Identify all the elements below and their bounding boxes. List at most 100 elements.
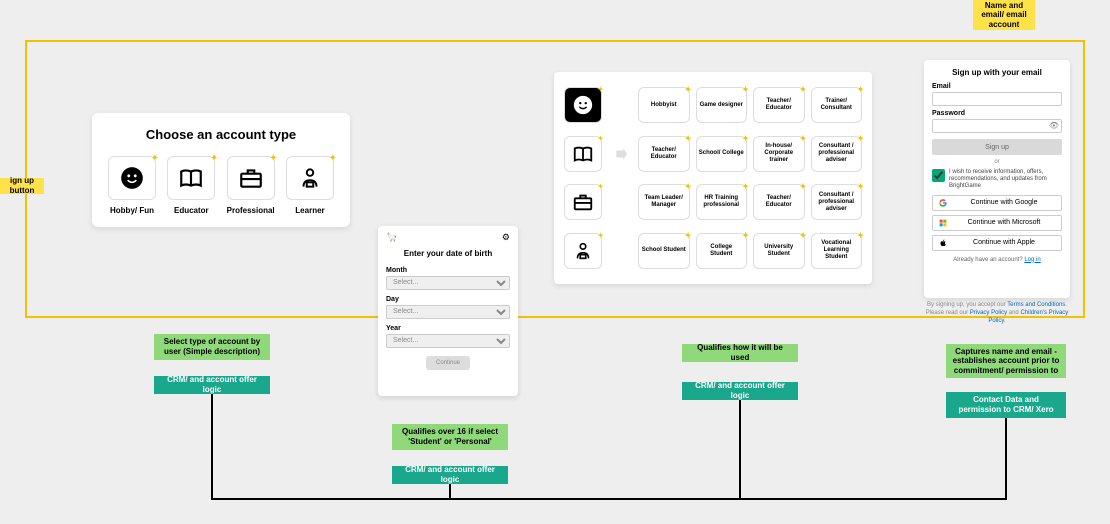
sparkle-icon: ✦ (742, 231, 749, 240)
google-icon (939, 199, 947, 207)
ann-2b: CRM/ and account offer logic (392, 466, 508, 484)
dob-fields: MonthSelect...DaySelect...YearSelect... (386, 267, 510, 348)
ann-4b: Contact Data and permission to CRM/ Xero (946, 392, 1066, 418)
arrow-icon (614, 98, 628, 112)
sparkle-icon: ✦ (685, 231, 692, 240)
signup-footer: By signing up, you accept our Terms and … (924, 302, 1070, 325)
consent-checkbox[interactable] (932, 169, 945, 182)
account-type-panel: Choose an account type ✦Hobby/ Fun✦Educa… (92, 113, 350, 227)
note-name-email: Name and email/ email account (973, 0, 1035, 30)
continue-button[interactable]: Continue (426, 356, 470, 370)
sparkle-icon: ✦ (742, 182, 749, 191)
sparkle-icon: ✦ (685, 134, 692, 143)
account-option-0[interactable]: ✦Hobby/ Fun (104, 156, 160, 215)
consent-text: I wish to receive information, offers, r… (949, 169, 1062, 191)
grid-cell-0-1[interactable]: Game designer✦ (696, 87, 748, 123)
grid-cell-0-2[interactable]: Teacher/ Educator✦ (753, 87, 805, 123)
grid-cell-3-2[interactable]: University Student✦ (753, 233, 805, 269)
field-select[interactable]: Select... (386, 305, 510, 319)
sso-buttons: Continue with Google Continue with Micros… (932, 195, 1062, 251)
dob-field-2: YearSelect... (386, 325, 510, 348)
login-link[interactable]: Log in (1024, 257, 1040, 263)
grid-cell-1-3[interactable]: Consultant / professional adviser✦ (811, 136, 863, 172)
grid-cell-1-2[interactable]: In-house/ Corporate trainer✦ (753, 136, 805, 172)
grid-cell-1-0[interactable]: Teacher/ Educator✦ (638, 136, 690, 172)
email-label: Email (932, 83, 1062, 90)
sso-label: Continue with Apple (953, 239, 1055, 246)
sparkle-icon: ✦ (685, 85, 692, 94)
grid-cell-2-2[interactable]: Teacher/ Educator✦ (753, 184, 805, 220)
logo-icon: 🦙 (386, 232, 397, 243)
account-option-2[interactable]: ✦ Professional (223, 156, 279, 215)
sparkle-icon: ✦ (857, 134, 864, 143)
field-label: Month (386, 267, 510, 274)
grid-cell-2-0[interactable]: Team Leader/ Manager✦ (638, 184, 690, 220)
dob-header: 🦙 ⚙ (386, 232, 510, 243)
connector (211, 498, 1007, 500)
ann-1b: CRM/ and account offer logic (154, 376, 270, 394)
or-divider: or (932, 159, 1062, 165)
dob-field-1: Day Select... (386, 296, 510, 319)
account-option-3[interactable]: ✦Learner (282, 156, 338, 215)
globe-icon[interactable]: ⚙ (502, 232, 510, 243)
ann-3a: Qualifies how it will be used (682, 344, 798, 362)
account-type-options: ✦Hobby/ Fun✦Educator✦Professional✦Learne… (104, 156, 338, 215)
sparkle-icon: ✦ (329, 153, 337, 164)
sparkle-icon: ✦ (857, 85, 864, 94)
account-type-title: Choose an account type (104, 127, 338, 142)
sparkle-icon: ✦ (269, 153, 277, 164)
sparkle-icon: ✦ (857, 231, 864, 240)
field-label: Day (386, 296, 510, 303)
email-field[interactable] (932, 92, 1062, 106)
grid-cell-3-3[interactable]: Vocational Learning Student✦ (811, 233, 863, 269)
sparkle-icon: ✦ (742, 134, 749, 143)
sso-google[interactable]: Continue with Google (932, 195, 1062, 211)
grid-cell-2-3[interactable]: Consultant / professional adviser✦ (811, 184, 863, 220)
sparkle-icon: ✦ (597, 134, 604, 143)
dob-panel: 🦙 ⚙ Enter your date of birth MonthSelect… (378, 226, 518, 396)
arrow-icon (614, 147, 628, 161)
option-label: Educator (174, 206, 209, 215)
sparkle-icon: ✦ (800, 134, 807, 143)
row-icon-2[interactable]: ✦ (564, 184, 602, 220)
field-select[interactable]: Select... (386, 276, 510, 290)
account-option-1[interactable]: ✦Educator (163, 156, 219, 215)
sparkle-icon: ✦ (800, 182, 807, 191)
dob-field-0: Month Select... (386, 267, 510, 290)
option-label: Professional (227, 206, 275, 215)
apple-icon (939, 239, 947, 247)
grid-cell-1-1[interactable]: School/ College✦ (696, 136, 748, 172)
sso-ms[interactable]: Continue with Microsoft (932, 215, 1062, 231)
row-icon-0[interactable]: ✦ (564, 87, 602, 123)
note-signup-button: ign up button (0, 178, 44, 194)
sso-label: Continue with Microsoft (953, 219, 1055, 226)
ann-4a: Captures name and email - establishes ac… (946, 344, 1066, 378)
terms-link[interactable]: Terms and Conditions (1007, 302, 1065, 308)
already-account: Already have an account? Log in (932, 257, 1062, 263)
grid-cell-0-0[interactable]: Hobbyist✦ (638, 87, 690, 123)
ann-2a: Qualifies over 16 if select 'Student' or… (392, 424, 508, 450)
sso-label: Continue with Google (953, 199, 1055, 206)
sparkle-icon: ✦ (597, 85, 604, 94)
consent-row[interactable]: I wish to receive information, offers, r… (932, 169, 1062, 191)
privacy-link[interactable]: Privacy Policy (970, 310, 1007, 316)
sso-apple[interactable]: Continue with Apple (932, 235, 1062, 251)
option-label: Hobby/ Fun (110, 206, 154, 215)
field-select[interactable]: Select... (386, 334, 510, 348)
arrow-icon (614, 195, 628, 209)
grid-cell-0-3[interactable]: Trainer/ Consultant✦ (811, 87, 863, 123)
ann-1a: Select type of account by user (Simple d… (154, 334, 270, 360)
password-field[interactable] (932, 119, 1062, 133)
connector (211, 394, 213, 500)
row-icon-3[interactable]: ✦ (564, 233, 602, 269)
row-icon-1[interactable]: ✦ (564, 136, 602, 172)
grid-cell-3-1[interactable]: College Student✦ (696, 233, 748, 269)
eye-icon[interactable]: 👁 (1049, 121, 1059, 130)
qualify-grid-panel: ✦Hobbyist✦Game designer✦Teacher/ Educato… (554, 72, 872, 284)
sparkle-icon: ✦ (597, 231, 604, 240)
grid-cell-2-1[interactable]: HR Training professional✦ (696, 184, 748, 220)
grid-cell-3-0[interactable]: School Student✦ (638, 233, 690, 269)
signup-button[interactable]: Sign up (932, 139, 1062, 155)
already-text: Already have an account? (953, 257, 1024, 263)
ann-3b: CRM/ and account offer logic (682, 382, 798, 400)
